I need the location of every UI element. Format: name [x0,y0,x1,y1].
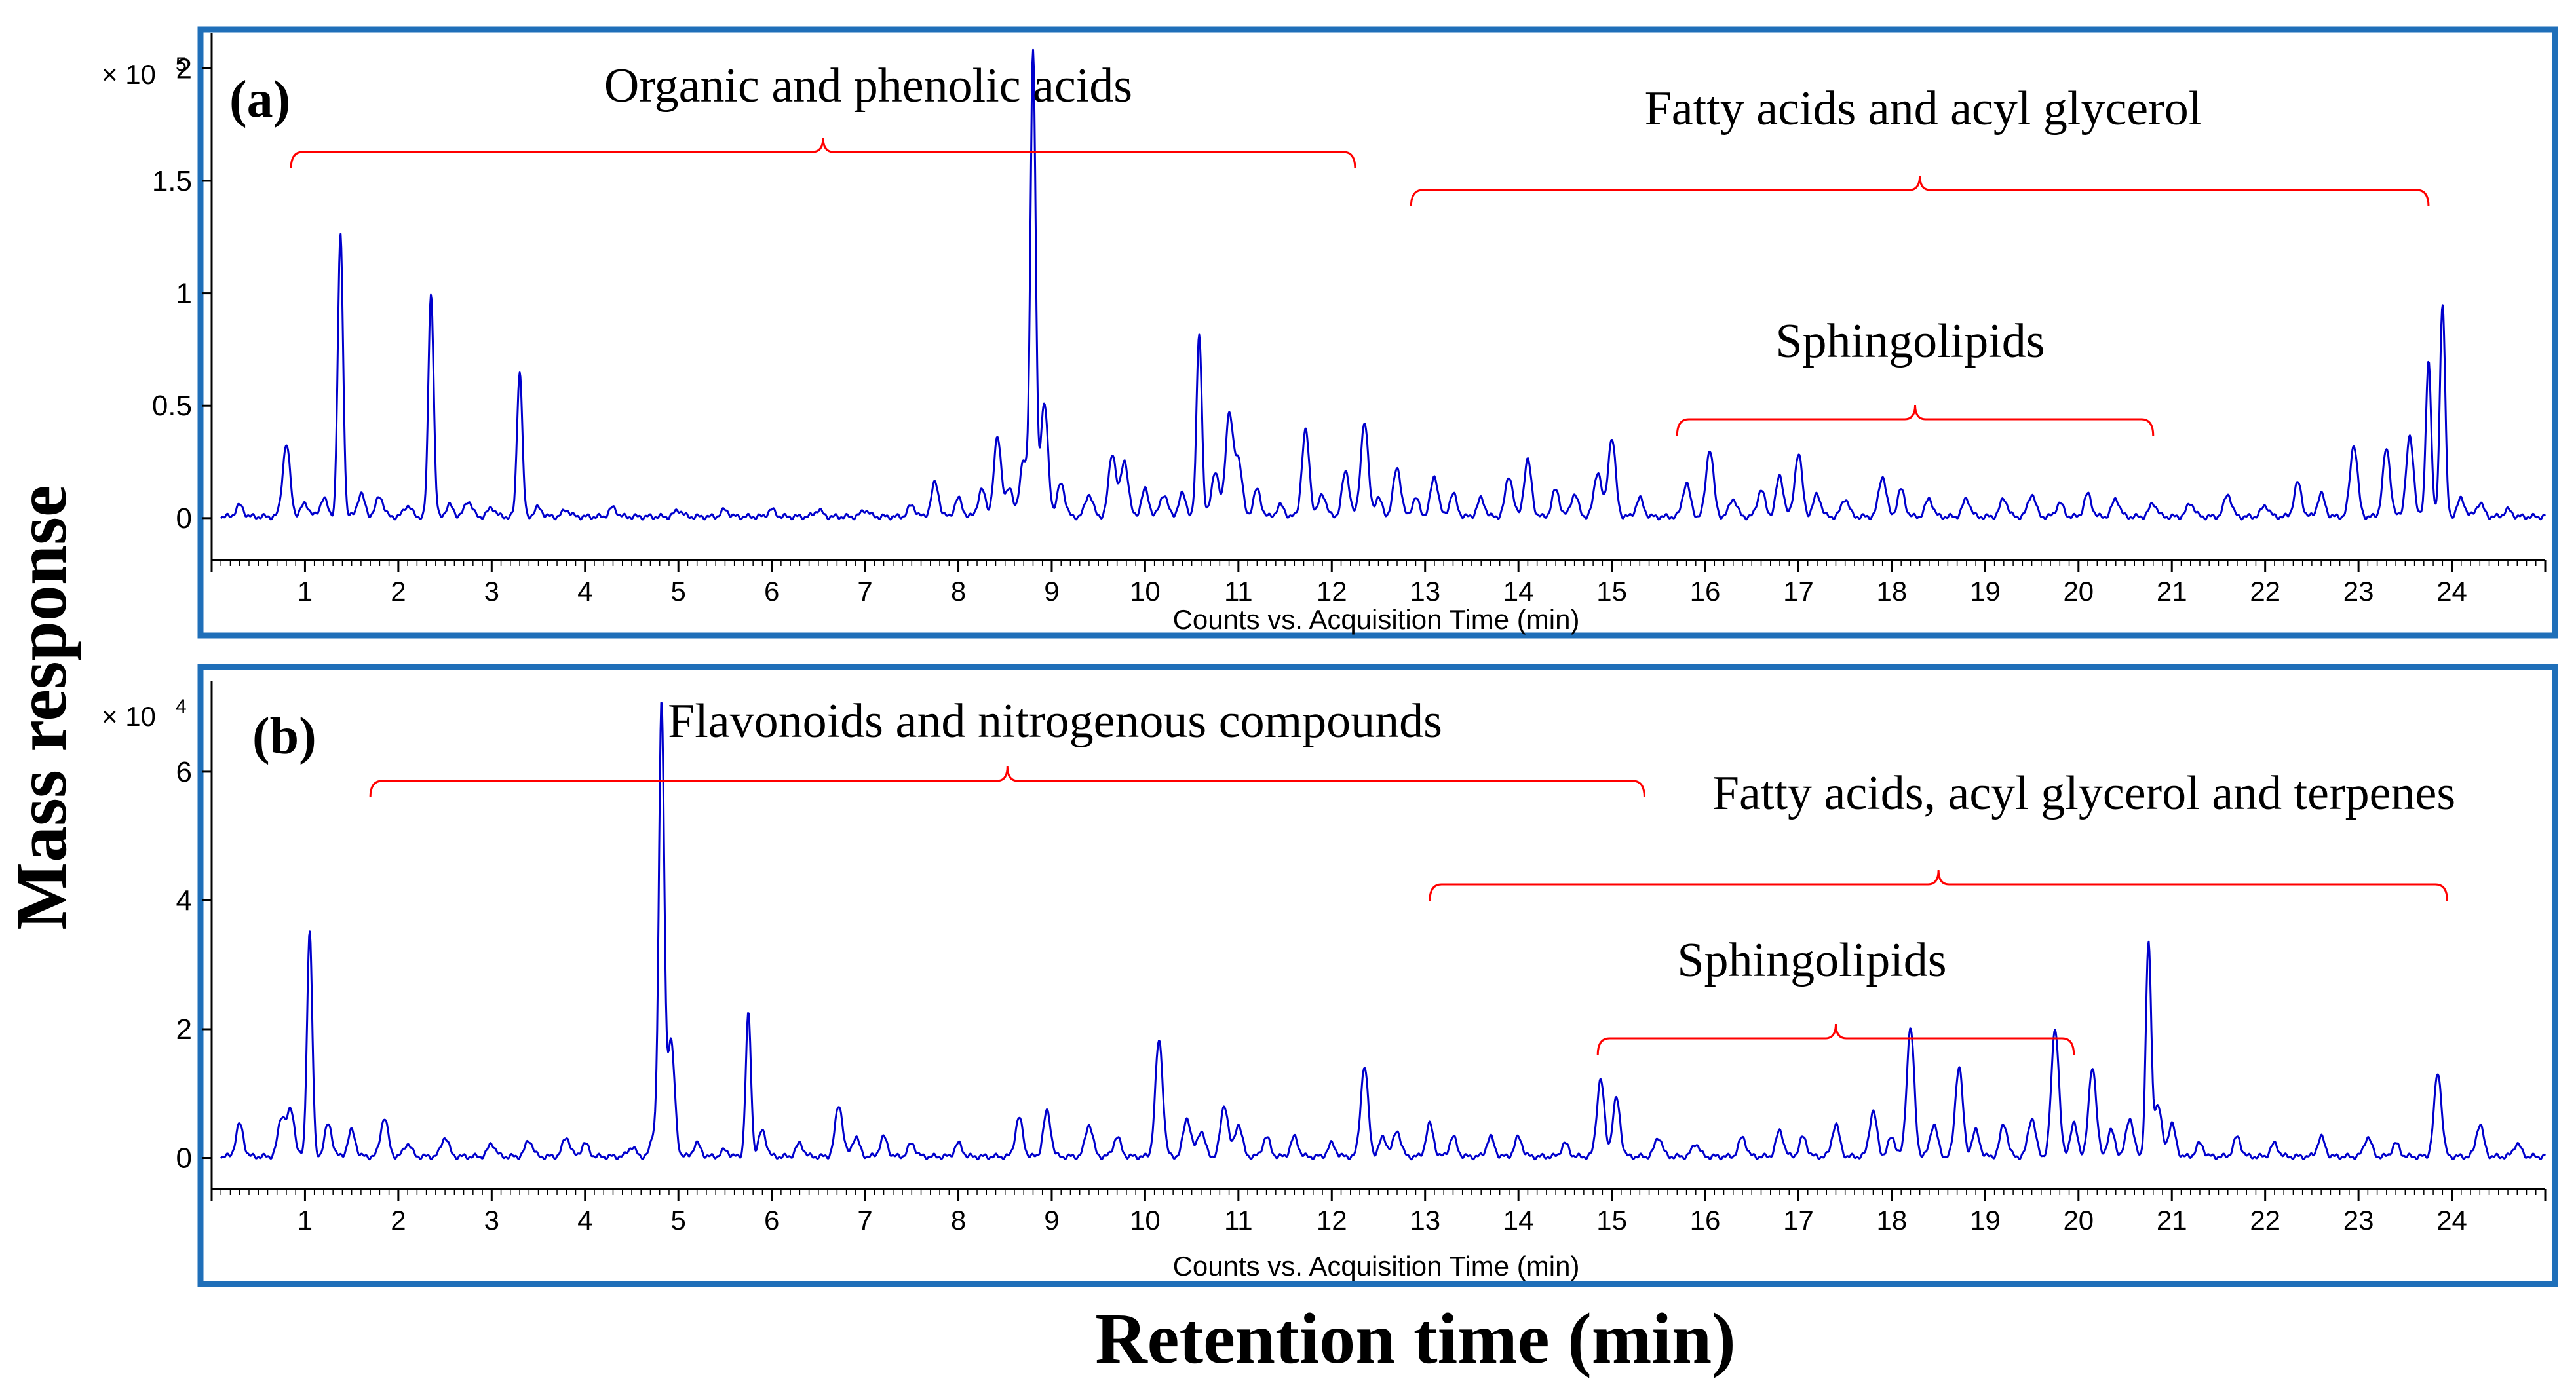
panel-b-label: (b) [252,708,317,765]
panel-b-bracket [1596,1023,2075,1055]
panel-a-axes: 1 2 3 4 5 6 7 8 9 10 11 12 13 14 15 16 17 18 19 20 21 22 23 240… [152,33,2547,607]
panel-a-x-tick-label: 12 [1317,576,1347,607]
panel-a-multiplier-exp: 5 [176,54,187,75]
panel-a-label: (a) [229,71,290,128]
panel-b-multiplier-exp: 4 [176,696,187,717]
panel-b-frame [197,664,2558,1287]
panel-b-axis-xlabel: Counts vs. Acquisition Time (min) [1173,1251,1580,1281]
panel-b-annotation-label: Flavonoids and nitrogenous compounds [668,694,1442,748]
panel-a-y-tick-label: 1.5 [152,165,192,197]
panel-b-y-tick-label: 2 [176,1013,192,1046]
panel-a-plot [220,48,2547,521]
panel-a-x-tick-label: 18 [1877,576,1908,607]
panel-b-x-tick-label: 13 [1410,1205,1440,1236]
panel-a-annotation-label: Organic and phenolic acids [604,59,1132,113]
panel-a-multiplier: × 10 5 [102,54,187,90]
panel-b-x-tick-label: 9 [1044,1205,1059,1236]
panel-a-x-tick-label: 23 [2343,576,2374,607]
panel-a-x-tick-label: 24 [2436,576,2467,607]
panel-b-x-tick-label: 22 [2250,1205,2280,1236]
panel-b-bracket [1429,869,2448,901]
panel-a-x-tick-label: 17 [1783,576,1814,607]
panel-a-frame [197,26,2558,639]
panel-a-x-tick-label: 13 [1410,576,1440,607]
panel-a-x-tick-label: 11 [1224,576,1253,607]
panel-a-x-tick-label: 22 [2250,576,2280,607]
panel-b-x-tick-label: 15 [1596,1205,1627,1236]
panel-b-x-tick-label: 4 [577,1205,592,1236]
panel-a-x-tick-label: 20 [2063,576,2094,607]
panel-b-x-tick-label: 20 [2063,1205,2094,1236]
panel-a-x-tick-label: 1 [298,576,313,607]
panel-a-x-tick-label: 15 [1596,576,1627,607]
panel-b-annotation-label: Sphingolipids [1677,934,1946,987]
panel-b-x-tick-label: 1 [298,1205,313,1236]
panel-b-multiplier-base: × 10 [102,701,156,732]
panel-a-y-tick-label: 0.5 [152,390,192,422]
panel-a-x-tick-label: 21 [2157,576,2187,607]
panel-a-x-tick-label: 14 [1503,576,1534,607]
panel-a-multiplier-base: × 10 [102,59,156,90]
panel-b-x-tick-label: 19 [1970,1205,2001,1236]
panel-b-x-tick-label: 23 [2343,1205,2374,1236]
panel-a-x-tick-label: 2 [391,576,406,607]
panel-a-y-tick-label: 1 [176,278,192,310]
panel-a-x-tick-label: 16 [1690,576,1721,607]
panel-a-series-chromatogram-a [220,48,2547,521]
panel-a-x-tick-label: 19 [1970,576,2001,607]
panel-b-x-tick-label: 24 [2436,1205,2467,1236]
panel-b-x-tick-label: 11 [1224,1205,1253,1236]
panel-a: (a) × 10 5 1 2 3 4 5 6 7 8 9 10 11 12 13 14 15 16 17 18 19… [102,26,2558,639]
panel-b-x-tick-label: 2 [391,1205,406,1236]
panel-a-annotations: Organic and phenolic acids Fatty acids an… [290,59,2430,436]
panel-a-x-tick-label: 4 [577,576,592,607]
panel-a-x-tick-label: 9 [1044,576,1059,607]
panel-b-x-tick-label: 16 [1690,1205,1721,1236]
panel-a-bracket [1676,404,2155,436]
panel-b-annotation-label: Fatty acids, acyl glycerol and terpenes [1712,766,2455,820]
panel-b-x-tick-label: 10 [1130,1205,1161,1236]
panel-a-annotation-label: Sphingolipids [1775,314,2045,368]
panel-b-plot [220,702,2547,1161]
panel-b-x-tick-label: 5 [671,1205,686,1236]
panel-b-x-tick-label: 3 [484,1205,499,1236]
panel-b-x-tick-label: 21 [2157,1205,2187,1236]
panel-b: (b) × 10 4 1 2 3 4 5 6 7 8 9 10 11 12 13 14 15 16 17 18 19… [102,664,2558,1287]
panel-b-y-tick-label: 6 [176,756,192,788]
panel-a-x-tick-label: 7 [857,576,872,607]
panel-a-x-tick-label: 10 [1130,576,1161,607]
panel-a-x-tick-label: 8 [951,576,966,607]
panel-b-bracket [369,766,1645,798]
panel-a-x-tick-label: 3 [484,576,499,607]
panel-b-y-tick-label: 0 [176,1143,192,1175]
panel-b-x-tick-label: 8 [951,1205,966,1236]
panel-b-y-tick-label: 4 [176,884,192,917]
panel-a-bracket [290,137,1356,169]
panel-a-x-tick-label: 5 [671,576,686,607]
panel-b-series-chromatogram-b [220,702,2547,1161]
panel-b-annotations: Flavonoids and nitrogenous compounds Fatt… [369,694,2455,1055]
panel-b-x-tick-label: 14 [1503,1205,1534,1236]
panel-b-multiplier: × 10 4 [102,696,187,732]
panel-b-x-tick-label: 18 [1877,1205,1908,1236]
panel-a-y-tick-label: 0 [176,502,192,535]
panel-a-bracket [1410,175,2430,207]
figure-ylabel: Mass response [1,485,81,930]
panel-a-axis-xlabel: Counts vs. Acquisition Time (min) [1173,604,1580,635]
panel-b-x-tick-label: 12 [1317,1205,1347,1236]
panel-b-axes: 1 2 3 4 5 6 7 8 9 10 11 12 13 14 15 16 17 18 19 20 21 22 23 240… [176,681,2547,1236]
panel-a-x-tick-label: 6 [764,576,779,607]
panel-b-x-tick-label: 7 [857,1205,872,1236]
panel-b-x-tick-label: 17 [1783,1205,1814,1236]
figure-xlabel: Retention time (min) [1095,1298,1736,1378]
panel-b-x-tick-label: 6 [764,1205,779,1236]
panel-a-annotation-label: Fatty acids and acyl glycerol [1645,82,2202,136]
panel-a-y-tick-label: 2 [176,52,192,85]
